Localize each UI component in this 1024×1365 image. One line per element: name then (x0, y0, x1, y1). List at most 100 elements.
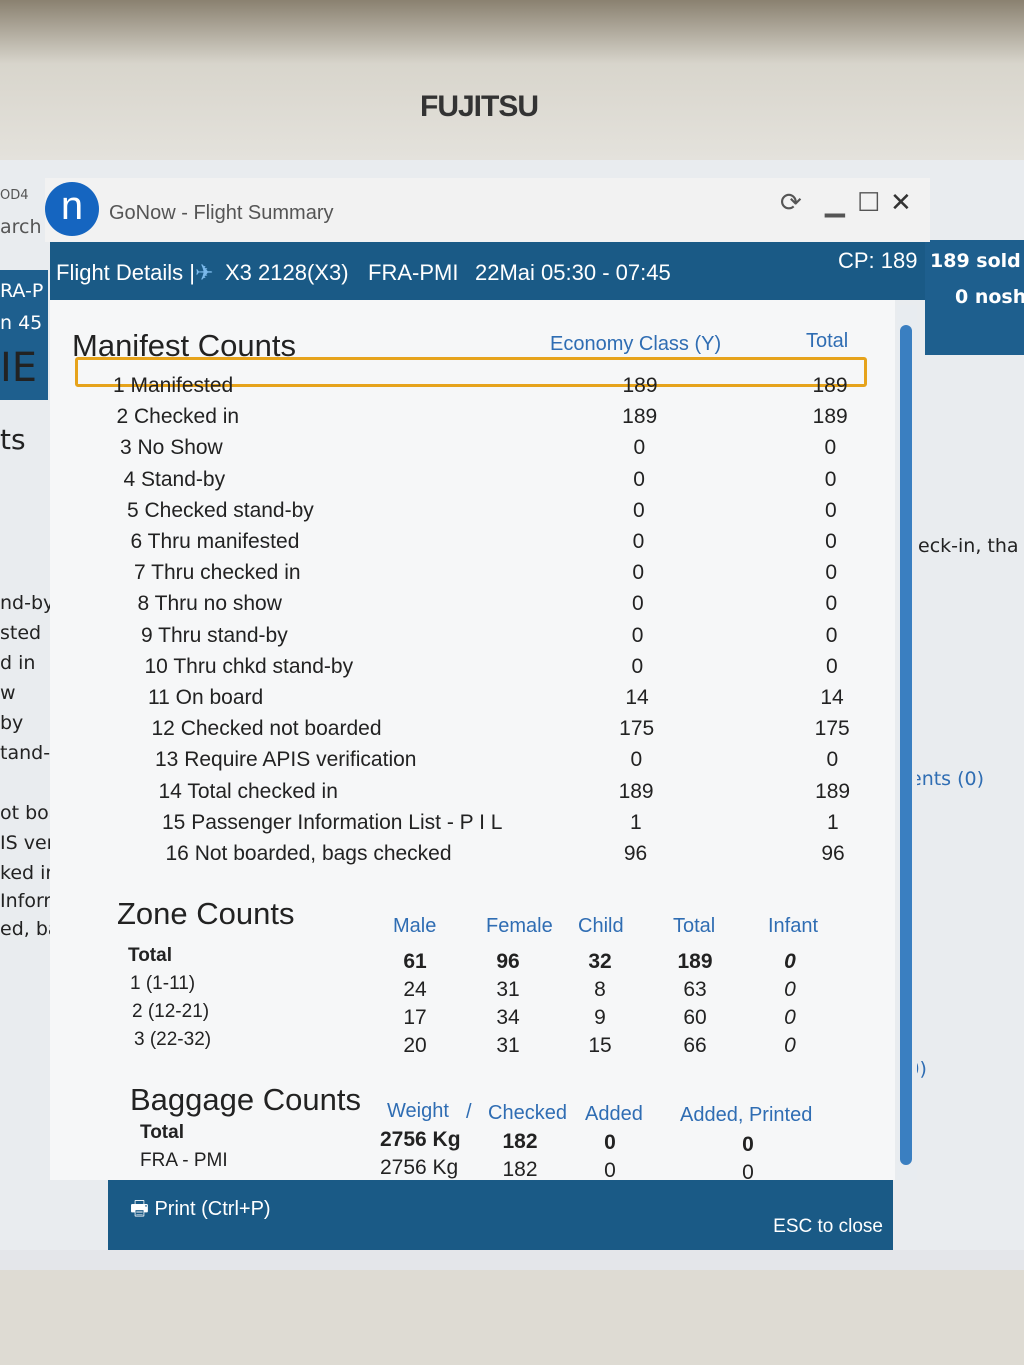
bg-text: OD4 (0, 188, 29, 203)
zone-value: 17 (403, 1006, 427, 1029)
manifest-economy-value: 14 (625, 686, 649, 709)
manifest-row-label: 1 Manifested (113, 374, 234, 397)
zone-value: 66 (683, 1034, 707, 1057)
manifest-economy-value: 175 (619, 717, 655, 741)
manifest-total-value: 0 (825, 530, 837, 553)
print-label: Print (Ctrl+P) (154, 1198, 271, 1220)
baggage-col-header: Added (585, 1103, 643, 1125)
manifest-total-value: 0 (826, 748, 839, 772)
zone-value: 31 (496, 1034, 520, 1057)
taskbar (0, 1250, 1024, 1270)
background-right-panel: 189 sold 0 nosh (925, 240, 1024, 355)
zone-value: 63 (683, 978, 707, 1001)
bg-text: by (0, 712, 24, 734)
baggage-row-label: FRA - PMI (140, 1150, 228, 1171)
bg-text: w (0, 682, 16, 704)
zone-value: 60 (683, 1006, 707, 1029)
esc-close-button[interactable]: ESC to close (773, 1216, 883, 1237)
bg-text: arch (0, 216, 42, 238)
bg-link[interactable]: ents (0) (910, 768, 985, 790)
print-button[interactable]: 🖶 Print (Ctrl+P) (130, 1194, 271, 1228)
manifest-economy-value: 96 (623, 842, 648, 865)
bg-text: ked in (0, 862, 58, 884)
manifest-economy-value: 1 (629, 810, 642, 834)
manifest-row-label: 6 Thru manifested (130, 530, 300, 553)
manifest-row-label: 4 Stand-by (123, 467, 226, 491)
printer-icon: 🖶 (130, 1198, 149, 1220)
flight-number: X3 2128(X3) (225, 260, 349, 285)
manifest-economy-value: 0 (632, 592, 644, 616)
zone-value: 0 (784, 950, 796, 973)
maximize-button[interactable]: ☐ (857, 188, 881, 218)
bg-text: RA-P (0, 280, 44, 302)
bg-text: 0 nosh (955, 286, 1024, 308)
zone-col-header: Infant (768, 915, 819, 937)
baggage-value: 182 (502, 1129, 538, 1153)
background-panel (0, 270, 48, 400)
baggage-value: 0 (604, 1131, 616, 1154)
zone-value: 15 (588, 1034, 612, 1057)
close-button[interactable]: ✕ (890, 188, 912, 218)
manifest-row-label: 16 Not boarded, bags checked (165, 842, 452, 865)
manifest-total-value: 0 (824, 467, 837, 491)
manifest-economy-value: 0 (633, 436, 646, 460)
bg-text: eck-in, tha (918, 535, 1019, 557)
baggage-col-header: Weight (387, 1100, 449, 1122)
manifest-total-value: 0 (825, 654, 838, 678)
baggage-row-label: Total (140, 1122, 184, 1143)
monitor-bezel: FUJITSU (0, 0, 1024, 160)
gonow-logo: n (45, 182, 99, 236)
manifest-total-value: 189 (815, 779, 851, 803)
zone-row-label: 3 (22-32) (134, 1029, 212, 1050)
dialog-footer: 🖶 Print (Ctrl+P) ESC to close (108, 1180, 893, 1250)
zone-value: 9 (594, 1006, 606, 1029)
zone-col-header: Male (393, 915, 437, 937)
manifest-row-label: 8 Thru no show (137, 592, 282, 616)
manifest-row-label: 7 Thru checked in (134, 561, 301, 585)
zone-col-header: Total (673, 915, 716, 937)
scrollbar-thumb[interactable] (900, 325, 912, 1165)
zone-value: 31 (496, 978, 520, 1001)
zone-value: 34 (496, 1006, 520, 1029)
refresh-icon[interactable]: ⟳ (780, 188, 802, 218)
zone-value: 61 (403, 950, 427, 973)
zone-col-header: Female (486, 915, 553, 937)
flight-time: 22Mai 05:30 - 07:45 (475, 260, 671, 285)
manifest-row-label: 12 Checked not boarded (151, 717, 382, 741)
zone-value: 96 (496, 950, 520, 973)
bg-text: ts (0, 423, 26, 456)
baggage-col-header: / (466, 1101, 472, 1123)
baggage-value: 182 (502, 1157, 538, 1181)
manifest-row-label: 3 No Show (120, 436, 223, 460)
manifest-total-value: 1 (826, 810, 839, 834)
scrollbar[interactable] (897, 305, 917, 1180)
manifest-economy-value: 0 (631, 623, 644, 647)
manifest-economy-value: 0 (630, 748, 643, 772)
baggage-value: 2756 Kg (380, 1128, 461, 1151)
zone-value: 32 (588, 950, 612, 973)
baggage-col-header: Checked (488, 1102, 567, 1124)
zone-col-header: Child (578, 915, 624, 937)
zone-value: 0 (784, 978, 796, 1001)
manifest-economy-value: 0 (633, 467, 645, 491)
flight-details-header: Flight Details | ✈ X3 2128(X3) FRA-PMI 2… (50, 242, 925, 300)
manifest-economy-value: 0 (632, 530, 645, 553)
zone-value: 8 (594, 978, 606, 1001)
manifest-total-value: 189 (812, 374, 848, 397)
manifest-economy-value: 189 (622, 374, 658, 397)
manifest-economy-value: 0 (632, 498, 645, 522)
manifest-total-value: 0 (825, 592, 838, 616)
window-title: GoNow - Flight Summary (109, 202, 334, 224)
manifest-total-value: 175 (814, 717, 850, 741)
minimize-button[interactable]: ▁ (825, 188, 845, 218)
baggage-value: 0 (742, 1132, 754, 1156)
window-titlebar: n GoNow - Flight Summary ⟳ ▁ ☐ ✕ (45, 178, 930, 242)
bg-text: IE (0, 345, 38, 391)
manifest-row-label: 5 Checked stand-by (127, 498, 314, 522)
manifest-row-label: 9 Thru stand-by (141, 623, 288, 647)
manifest-economy-value: 0 (632, 561, 645, 585)
baggage-col-header: Added, Printed (680, 1104, 813, 1126)
zone-row-label: 1 (1-11) (130, 973, 196, 994)
bg-text: n 45 (0, 312, 43, 334)
route: FRA-PMI (368, 260, 459, 285)
